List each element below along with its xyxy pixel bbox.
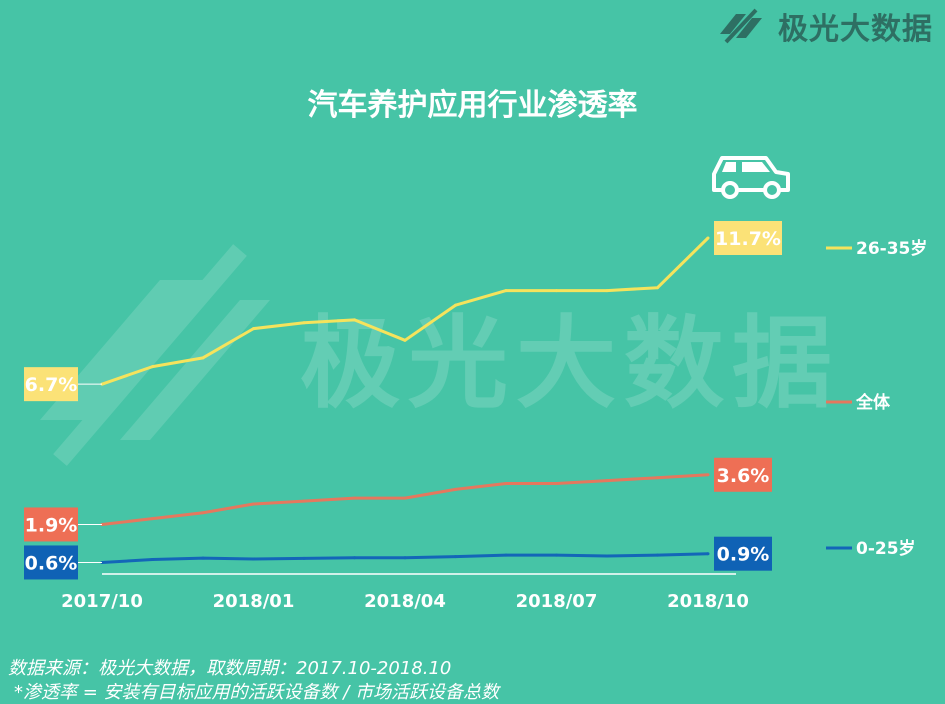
x-tick-label: 2018/10	[667, 591, 749, 612]
x-tick-label: 2017/10	[61, 591, 143, 612]
start-value-label: 6.7%	[25, 374, 78, 396]
data-point	[252, 557, 255, 561]
series-0: 6.7% 11.7%	[24, 221, 782, 402]
data-point	[403, 556, 407, 560]
legend-label: 全体	[855, 392, 891, 413]
start-label-box	[24, 545, 78, 580]
data-point	[252, 502, 255, 506]
x-tick-label: 2018/01	[213, 591, 295, 612]
car-icon	[712, 156, 790, 199]
end-value-label: 0.9%	[717, 544, 770, 566]
data-point	[605, 554, 609, 558]
data-point	[605, 479, 609, 483]
data-point	[504, 289, 508, 293]
data-point	[302, 321, 306, 325]
data-point	[706, 552, 710, 556]
data-point	[403, 496, 407, 500]
data-point	[454, 303, 457, 307]
data-point	[656, 286, 659, 290]
data-point	[706, 473, 710, 477]
data-point	[201, 511, 205, 515]
footer-note: *渗透率 = 安装有目标应用的活跃设备数 / 市场活跃设备总数	[14, 682, 500, 703]
data-point	[201, 556, 205, 560]
data-point	[706, 236, 710, 240]
data-point	[403, 338, 407, 342]
start-value-label: 0.6%	[25, 552, 78, 574]
data-point	[454, 487, 457, 491]
brand-name: 极光大数据	[778, 12, 933, 47]
data-point	[454, 555, 457, 559]
x-tick-label: 2018/07	[516, 591, 598, 612]
end-value-label: 11.7%	[715, 228, 781, 250]
footer-source: 数据来源：极光大数据，取数周期：2017.10-2018.10	[8, 658, 452, 679]
watermark-logo-icon	[40, 244, 270, 466]
data-point	[151, 365, 154, 369]
data-point	[504, 482, 508, 486]
end-label-box	[714, 457, 772, 492]
data-point	[555, 289, 558, 293]
data-point	[504, 553, 508, 557]
end-label-box	[714, 221, 782, 255]
data-point	[555, 482, 558, 486]
end-value-label: 3.6%	[717, 465, 770, 487]
data-point	[656, 476, 659, 480]
data-point	[353, 556, 356, 560]
start-label-box	[24, 367, 78, 402]
start-label-box	[24, 507, 78, 542]
data-point	[555, 553, 558, 557]
data-point	[201, 356, 205, 360]
series-1: 1.9% 3.6%	[24, 457, 772, 542]
legend-item-1: 全体	[826, 392, 891, 413]
data-point	[353, 318, 356, 322]
x-tick-label: 2018/04	[364, 591, 446, 612]
legend-label: 26-35岁	[856, 238, 927, 259]
data-point	[151, 558, 154, 562]
data-point	[353, 496, 356, 500]
chart-title: 汽车养护应用行业渗透率	[307, 88, 638, 123]
data-point	[302, 556, 306, 560]
data-point	[656, 553, 659, 557]
start-value-label: 1.9%	[25, 514, 78, 536]
data-point	[302, 499, 306, 503]
legend-item-2: 0-25岁	[826, 538, 916, 559]
end-label-box	[714, 536, 772, 571]
watermark-text: 极光大数据	[300, 305, 840, 422]
brand-logo: 极光大数据	[716, 4, 933, 48]
data-point	[605, 289, 609, 293]
jiguang-logo-icon	[720, 8, 762, 44]
series-2: 0.6% 0.9%	[24, 536, 772, 580]
legend-label: 0-25岁	[856, 538, 916, 559]
data-point	[151, 517, 154, 521]
data-point	[252, 327, 255, 331]
legend-item-0: 26-35岁	[826, 238, 927, 259]
